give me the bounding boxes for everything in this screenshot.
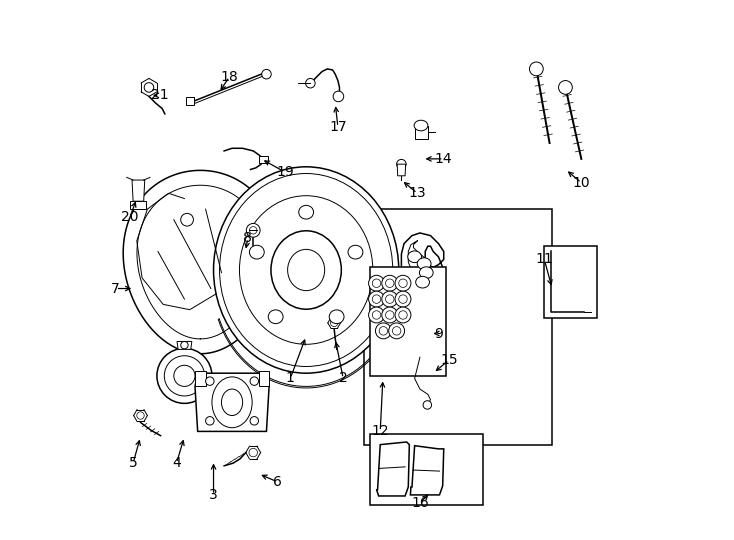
Ellipse shape: [239, 195, 373, 345]
Text: 20: 20: [121, 210, 139, 224]
Circle shape: [382, 307, 398, 323]
Circle shape: [206, 377, 214, 386]
Polygon shape: [377, 442, 410, 496]
Ellipse shape: [271, 231, 341, 309]
Polygon shape: [258, 370, 269, 387]
Circle shape: [250, 377, 258, 386]
Text: 11: 11: [535, 252, 553, 266]
Bar: [364, 209, 552, 444]
Circle shape: [249, 448, 258, 457]
Polygon shape: [401, 233, 444, 294]
Ellipse shape: [417, 258, 431, 269]
Text: 7: 7: [112, 281, 120, 295]
Circle shape: [164, 356, 205, 396]
Circle shape: [368, 275, 385, 291]
Circle shape: [206, 416, 214, 425]
Polygon shape: [410, 446, 444, 495]
Bar: [370, 434, 484, 505]
Ellipse shape: [330, 310, 344, 323]
Circle shape: [368, 307, 385, 323]
Text: 21: 21: [150, 89, 168, 103]
Circle shape: [399, 295, 407, 303]
Text: 5: 5: [128, 456, 137, 470]
Circle shape: [379, 327, 388, 335]
Ellipse shape: [415, 276, 429, 288]
Text: 16: 16: [411, 496, 429, 510]
Polygon shape: [132, 180, 145, 201]
Ellipse shape: [250, 245, 264, 259]
Circle shape: [157, 348, 212, 403]
Circle shape: [137, 412, 144, 419]
Circle shape: [333, 91, 344, 102]
Text: 13: 13: [408, 186, 426, 200]
Circle shape: [393, 327, 401, 335]
Text: 3: 3: [209, 488, 218, 502]
Circle shape: [389, 323, 404, 339]
Ellipse shape: [222, 389, 243, 416]
Text: 8: 8: [244, 231, 252, 245]
Bar: [415, 125, 428, 139]
Polygon shape: [177, 341, 192, 349]
Circle shape: [372, 310, 381, 319]
Circle shape: [247, 224, 260, 237]
Circle shape: [144, 83, 153, 92]
Text: 10: 10: [573, 176, 590, 190]
Circle shape: [372, 279, 381, 287]
Ellipse shape: [214, 167, 399, 373]
Text: 14: 14: [435, 152, 453, 166]
Bar: [545, 246, 597, 318]
Circle shape: [529, 62, 543, 76]
Text: 2: 2: [339, 372, 348, 386]
Ellipse shape: [212, 377, 252, 428]
Circle shape: [382, 275, 398, 291]
Circle shape: [368, 291, 385, 307]
Text: 9: 9: [434, 327, 443, 341]
Ellipse shape: [299, 205, 313, 219]
Circle shape: [181, 213, 194, 226]
Circle shape: [385, 310, 394, 319]
Circle shape: [250, 227, 257, 234]
Circle shape: [250, 416, 258, 425]
Circle shape: [262, 70, 272, 79]
Circle shape: [399, 310, 407, 319]
Circle shape: [423, 401, 432, 409]
Circle shape: [372, 295, 381, 303]
Circle shape: [395, 307, 411, 323]
Text: 6: 6: [272, 475, 281, 489]
Circle shape: [385, 295, 394, 303]
Ellipse shape: [268, 310, 283, 323]
Ellipse shape: [288, 249, 324, 291]
Polygon shape: [397, 164, 406, 176]
Polygon shape: [131, 201, 146, 209]
Circle shape: [382, 291, 398, 307]
Bar: [370, 267, 446, 376]
Ellipse shape: [348, 245, 363, 259]
Circle shape: [330, 319, 338, 327]
Text: 1: 1: [286, 372, 295, 386]
Text: 4: 4: [172, 456, 181, 470]
Circle shape: [181, 341, 188, 349]
Text: 15: 15: [440, 353, 458, 367]
Bar: [258, 156, 268, 163]
Circle shape: [376, 323, 391, 339]
Circle shape: [399, 279, 407, 287]
Text: 19: 19: [276, 165, 294, 179]
Circle shape: [305, 78, 315, 88]
Polygon shape: [195, 370, 206, 387]
Ellipse shape: [408, 251, 421, 262]
Circle shape: [396, 159, 406, 169]
Text: 18: 18: [220, 70, 239, 84]
Text: 17: 17: [329, 120, 346, 134]
Circle shape: [385, 279, 394, 287]
Bar: [186, 98, 195, 105]
Circle shape: [395, 275, 411, 291]
Text: 12: 12: [371, 424, 389, 438]
Ellipse shape: [414, 120, 428, 131]
Polygon shape: [123, 171, 277, 354]
Polygon shape: [195, 373, 269, 431]
Ellipse shape: [419, 267, 433, 279]
Circle shape: [174, 365, 195, 387]
Circle shape: [395, 291, 411, 307]
Circle shape: [559, 80, 573, 94]
